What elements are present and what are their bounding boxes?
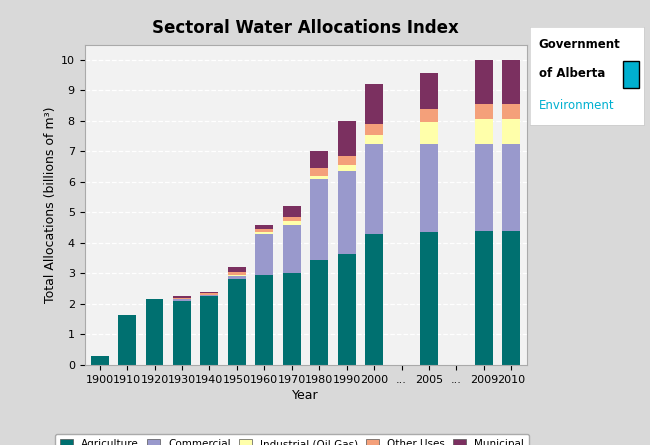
- Bar: [255, 275, 273, 365]
- Bar: [338, 165, 356, 171]
- Bar: [228, 276, 246, 279]
- Bar: [502, 144, 520, 231]
- Bar: [338, 254, 356, 365]
- Text: of Alberta: of Alberta: [539, 67, 605, 80]
- Bar: [338, 121, 356, 156]
- Bar: [475, 119, 493, 144]
- Bar: [502, 104, 520, 119]
- Bar: [283, 225, 301, 273]
- Bar: [255, 232, 273, 234]
- Bar: [420, 232, 438, 365]
- X-axis label: Year: Year: [292, 389, 318, 402]
- Bar: [283, 273, 301, 365]
- Bar: [365, 234, 383, 365]
- Bar: [338, 156, 356, 165]
- Bar: [365, 84, 383, 124]
- Bar: [255, 229, 273, 232]
- Bar: [338, 171, 356, 254]
- Bar: [310, 168, 328, 176]
- Title: Sectoral Water Allocations Index: Sectoral Water Allocations Index: [152, 20, 459, 37]
- Bar: [118, 315, 136, 365]
- FancyBboxPatch shape: [623, 61, 639, 89]
- Y-axis label: Total Allocations (billions of m³): Total Allocations (billions of m³): [44, 106, 57, 303]
- Bar: [365, 144, 383, 234]
- Bar: [502, 119, 520, 144]
- Bar: [228, 267, 246, 272]
- Bar: [475, 60, 493, 104]
- Bar: [91, 356, 109, 365]
- Bar: [173, 298, 191, 299]
- Bar: [200, 296, 218, 365]
- Bar: [173, 301, 191, 365]
- Bar: [200, 291, 218, 293]
- Bar: [420, 144, 438, 232]
- Bar: [283, 206, 301, 217]
- Bar: [310, 259, 328, 365]
- Bar: [475, 104, 493, 119]
- Bar: [283, 217, 301, 222]
- Bar: [310, 176, 328, 179]
- Bar: [200, 293, 218, 295]
- Bar: [475, 231, 493, 365]
- Bar: [310, 151, 328, 168]
- Bar: [420, 109, 438, 122]
- Bar: [255, 234, 273, 275]
- Text: Government: Government: [539, 38, 621, 51]
- Legend: Agriculture, Commercial, Industrial (Oil,Gas), Other Uses, Municipal: Agriculture, Commercial, Industrial (Oil…: [55, 434, 529, 445]
- Bar: [502, 231, 520, 365]
- Bar: [146, 299, 163, 365]
- Bar: [365, 124, 383, 134]
- Bar: [200, 295, 218, 296]
- Bar: [283, 222, 301, 225]
- Bar: [228, 272, 246, 275]
- Bar: [173, 299, 191, 301]
- Bar: [420, 122, 438, 144]
- Bar: [228, 275, 246, 276]
- Bar: [420, 73, 438, 109]
- Bar: [228, 279, 246, 365]
- Bar: [310, 179, 328, 259]
- Text: Environment: Environment: [539, 98, 614, 112]
- Bar: [502, 60, 520, 104]
- Bar: [365, 134, 383, 144]
- Bar: [475, 144, 493, 231]
- Bar: [173, 296, 191, 298]
- Bar: [255, 225, 273, 229]
